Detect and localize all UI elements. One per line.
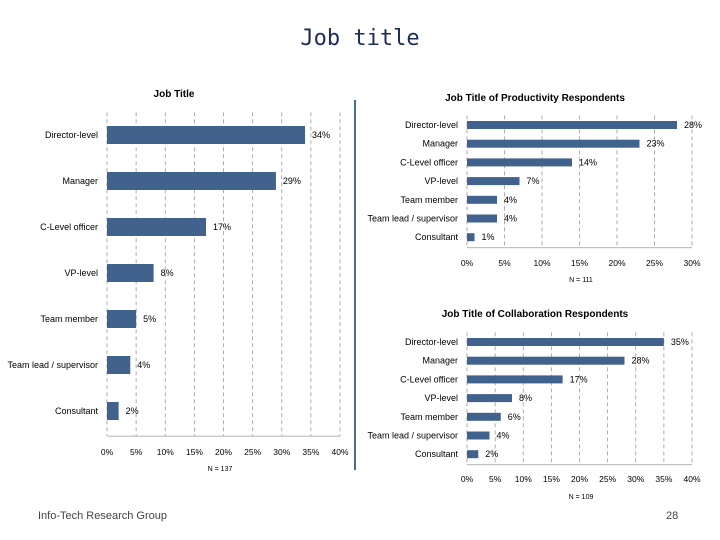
x-tick-label: 30% xyxy=(683,258,700,268)
bar xyxy=(467,394,512,403)
category-label: Team lead / supervisor xyxy=(367,431,458,441)
category-label: VP-level xyxy=(424,176,458,186)
x-tick-label: 40% xyxy=(331,447,348,457)
category-label: Director-level xyxy=(45,130,98,140)
bar xyxy=(467,214,497,223)
category-label: Consultant xyxy=(415,449,459,459)
slide-title: Job title xyxy=(300,26,420,51)
bar xyxy=(467,195,497,204)
x-tick-label: 5% xyxy=(489,474,502,484)
category-label: Team member xyxy=(40,314,98,324)
category-label: C-Level officer xyxy=(400,157,458,167)
x-tick-label: 20% xyxy=(571,474,588,484)
value-label: 4% xyxy=(497,431,510,441)
category-label: Director-level xyxy=(405,120,458,130)
x-tick-label: 15% xyxy=(543,474,560,484)
bar xyxy=(467,121,677,129)
value-label: 8% xyxy=(161,268,174,278)
bar xyxy=(107,264,154,282)
bar xyxy=(467,450,479,459)
x-tick-label: 25% xyxy=(599,474,616,484)
x-tick-label: 25% xyxy=(646,258,663,268)
n-label: N = 109 xyxy=(569,494,594,501)
x-tick-label: 35% xyxy=(302,447,319,457)
category-label: Director-level xyxy=(405,337,458,347)
x-tick-label: 15% xyxy=(571,258,588,268)
bar xyxy=(467,158,572,167)
chart-title: Job Title of Productivity Respondents xyxy=(445,93,625,104)
value-label: 34% xyxy=(312,130,330,140)
bar xyxy=(467,412,501,421)
bar xyxy=(107,356,131,374)
category-label: Team lead / supervisor xyxy=(7,360,98,370)
category-label: Manager xyxy=(422,139,458,149)
category-label: Manager xyxy=(422,356,458,366)
x-tick-label: 0% xyxy=(461,258,474,268)
x-tick-label: 0% xyxy=(461,474,474,484)
x-tick-label: 10% xyxy=(157,447,174,457)
chart-title: Job Title of Collaboration Respondents xyxy=(442,309,629,320)
value-label: 4% xyxy=(137,360,150,370)
value-label: 28% xyxy=(632,356,650,366)
category-label: C-Level officer xyxy=(40,222,98,232)
chart-title: Job Title xyxy=(154,89,195,100)
x-tick-label: 0% xyxy=(101,447,114,457)
x-tick-label: 10% xyxy=(533,258,550,268)
x-tick-label: 5% xyxy=(498,258,511,268)
category-label: VP-level xyxy=(64,268,98,278)
n-label: N = 111 xyxy=(569,277,593,284)
bar xyxy=(467,338,664,346)
category-label: Consultant xyxy=(415,232,459,242)
bar xyxy=(467,139,640,148)
category-label: Team member xyxy=(400,195,458,205)
value-label: 4% xyxy=(504,214,517,224)
x-tick-label: 15% xyxy=(186,447,203,457)
value-label: 35% xyxy=(671,337,689,347)
value-label: 4% xyxy=(504,195,517,205)
value-label: 17% xyxy=(213,222,231,232)
bar xyxy=(107,218,207,236)
category-label: Consultant xyxy=(55,406,99,416)
page-number: 28 xyxy=(666,510,679,522)
category-label: Manager xyxy=(62,176,98,186)
x-tick-label: 30% xyxy=(627,474,644,484)
category-label: Team lead / supervisor xyxy=(367,214,458,224)
bar xyxy=(107,402,119,420)
x-tick-label: 35% xyxy=(655,474,672,484)
value-label: 6% xyxy=(508,412,521,422)
value-label: 28% xyxy=(684,120,702,130)
value-label: 2% xyxy=(126,406,139,416)
bar xyxy=(107,126,306,144)
divider-line xyxy=(354,100,356,470)
value-label: 23% xyxy=(647,139,665,149)
x-tick-label: 10% xyxy=(515,474,532,484)
value-label: 2% xyxy=(485,449,498,459)
value-label: 14% xyxy=(579,157,597,167)
n-label: N = 137 xyxy=(208,466,233,473)
category-label: C-Level officer xyxy=(400,374,458,384)
x-tick-label: 25% xyxy=(244,447,261,457)
value-label: 5% xyxy=(143,314,156,324)
value-label: 29% xyxy=(283,176,301,186)
category-label: VP-level xyxy=(424,393,458,403)
bar xyxy=(467,431,490,440)
bar xyxy=(467,177,520,186)
value-label: 8% xyxy=(519,393,532,403)
bar xyxy=(107,172,276,190)
x-tick-label: 30% xyxy=(273,447,290,457)
value-label: 17% xyxy=(570,374,588,384)
category-label: Team member xyxy=(400,412,458,422)
x-tick-label: 20% xyxy=(608,258,625,268)
x-tick-label: 40% xyxy=(683,474,700,484)
bar xyxy=(107,310,137,328)
bar xyxy=(467,233,475,242)
x-tick-label: 5% xyxy=(130,447,143,457)
bar xyxy=(467,356,625,365)
value-label: 7% xyxy=(527,176,540,186)
x-tick-label: 20% xyxy=(215,447,232,457)
footer-text: Info-Tech Research Group xyxy=(38,510,168,522)
bar xyxy=(467,375,563,384)
value-label: 1% xyxy=(482,232,495,242)
